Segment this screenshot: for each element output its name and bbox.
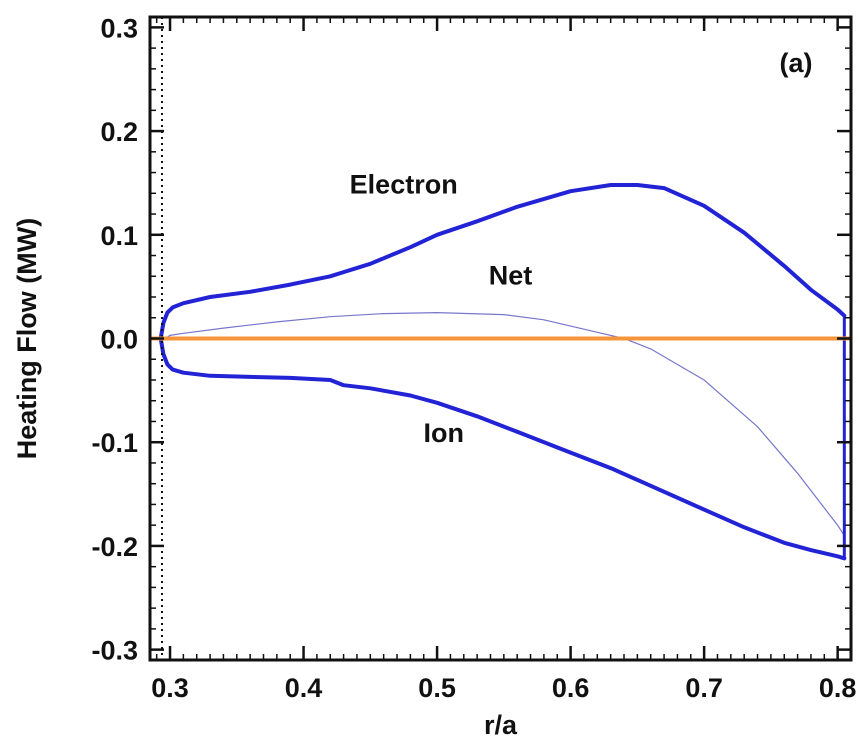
y-tick-label: 0.3 (100, 13, 138, 43)
net-series-line (160, 312, 845, 537)
y-tick-label: -0.3 (91, 636, 138, 666)
electron-curve-label: Electron (350, 169, 458, 199)
ion-series-line (158, 336, 847, 561)
x-tick-label: 0.4 (285, 673, 323, 703)
y-tick-label: -0.2 (91, 532, 138, 562)
y-tick-label: 0.1 (100, 221, 138, 251)
x-tick-label: 0.5 (418, 673, 456, 703)
x-axis-label: r/a (484, 710, 518, 740)
reference-lines (150, 17, 851, 660)
tick-labels: 0.3 0.4 0.5 0.6 0.7 0.8 -0.3 -0.2 -0.1 0.0 0.1 0.2 0… (91, 13, 856, 703)
electron-series-line (158, 183, 847, 341)
y-tick-label: 0.2 (100, 117, 138, 147)
x-tick-label: 0.8 (819, 673, 857, 703)
ion-curve-label: Ion (424, 418, 465, 448)
y-tick-label: 0.0 (100, 325, 138, 355)
series-layer (158, 183, 847, 561)
x-tick-label: 0.3 (151, 673, 189, 703)
x-tick-label: 0.6 (552, 673, 590, 703)
annotations: Electron Net Ion (350, 169, 533, 448)
y-axis-label: Heating Flow (MW) (12, 218, 42, 459)
panel-label: (a) (780, 48, 813, 78)
net-curve-label: Net (489, 261, 533, 291)
y-tick-label: -0.1 (91, 428, 138, 458)
x-tick-label: 0.7 (685, 673, 723, 703)
axis-ticks (150, 17, 851, 660)
